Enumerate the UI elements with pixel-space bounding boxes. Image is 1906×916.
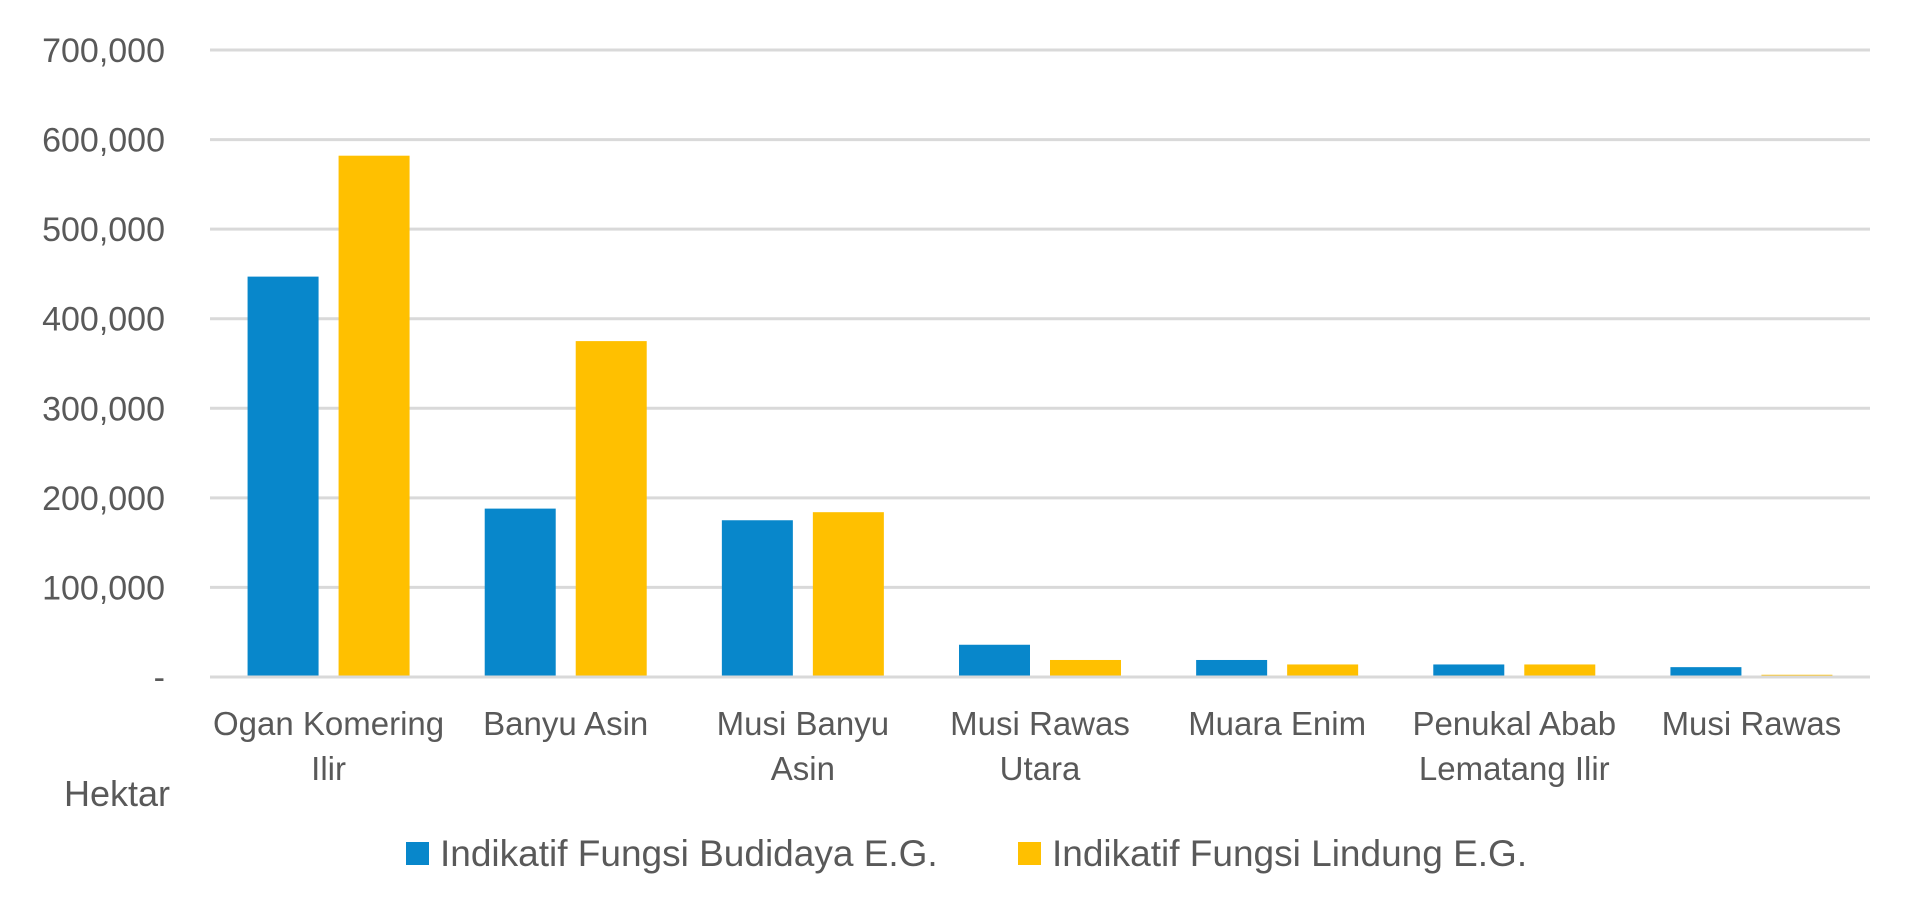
y-tick-label: 500,000 — [42, 211, 165, 249]
bar — [1287, 664, 1359, 677]
legend-swatch — [406, 842, 429, 865]
bar — [1196, 659, 1268, 677]
x-axis-ticks: Ogan Komering Ilir Banyu Asin Musi Banyu Asi… — [213, 705, 1841, 787]
bar — [721, 520, 793, 677]
bar — [1670, 667, 1742, 677]
bar — [1524, 664, 1596, 677]
y-tick-label: 600,000 — [42, 122, 165, 160]
x-tick-label: Musi Rawas Utara — [950, 705, 1130, 787]
x-tick-label: Penukal Abab Lematang Ilir — [1412, 705, 1616, 787]
bar — [338, 155, 410, 678]
y-tick-label: - — [154, 659, 165, 697]
legend-label: Indikatif Fungsi Budidaya E.G. — [440, 833, 938, 874]
bar — [575, 341, 647, 677]
y-tick-label: 400,000 — [42, 301, 165, 339]
legend: Indikatif Fungsi Budidaya E.G. Indikatif … — [406, 833, 1527, 874]
x-tick-label: Muara Enim — [1188, 705, 1366, 742]
y-axis-unit-label: Hektar — [64, 773, 170, 814]
x-tick-label: Musi Rawas — [1662, 705, 1842, 742]
bar — [247, 276, 319, 677]
bar — [959, 644, 1030, 677]
bar — [1050, 659, 1121, 677]
x-tick-label: Ogan Komering Ilir — [213, 705, 444, 787]
gridlines — [210, 48, 1870, 589]
y-tick-label: 300,000 — [42, 390, 165, 428]
y-tick-label: 100,000 — [42, 569, 165, 607]
bars — [247, 155, 1833, 678]
bar — [484, 508, 556, 677]
bar — [812, 512, 884, 677]
y-axis-ticks: - 100,000 200,000 300,000 400,000 500,000 600,… — [42, 32, 165, 697]
legend-label: Indikatif Fungsi Lindung E.G. — [1052, 833, 1527, 874]
legend-swatch — [1018, 842, 1041, 865]
x-tick-label: Banyu Asin — [483, 705, 648, 742]
y-tick-label: 700,000 — [42, 32, 165, 70]
y-tick-label: 200,000 — [42, 480, 165, 518]
bar — [1433, 664, 1505, 677]
x-tick-label: Musi Banyu Asin — [717, 705, 889, 787]
